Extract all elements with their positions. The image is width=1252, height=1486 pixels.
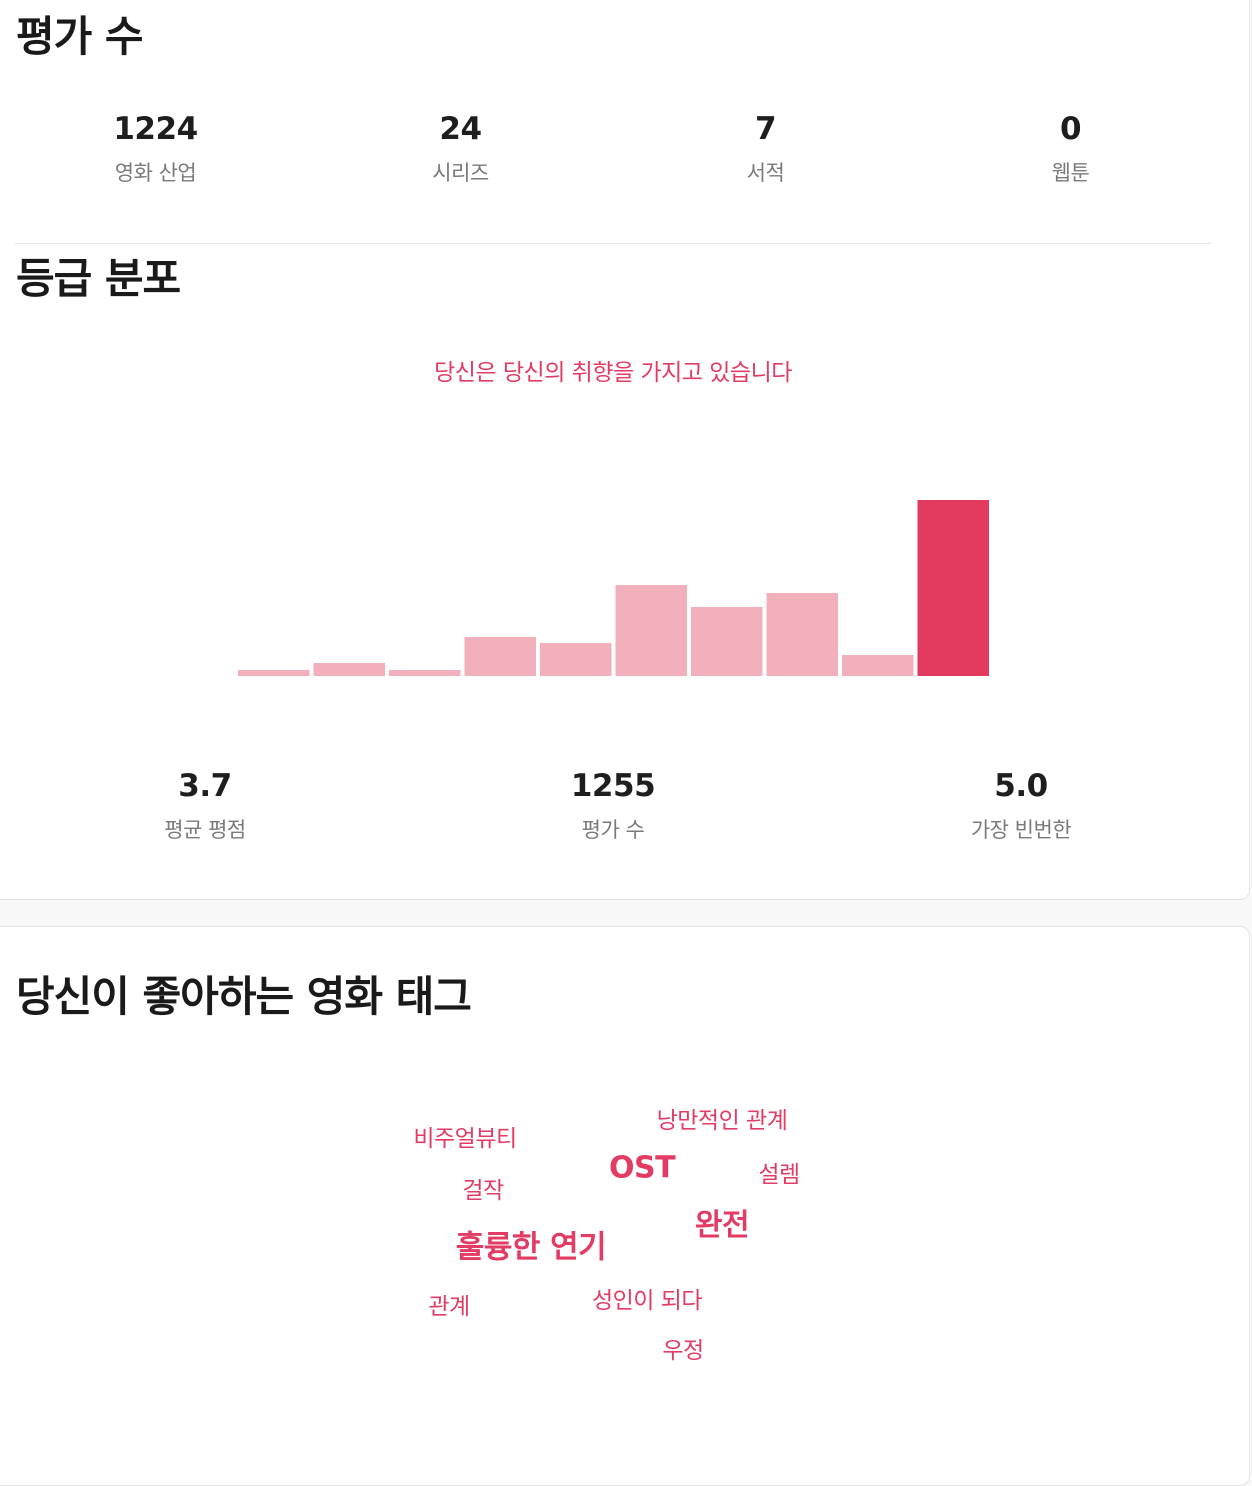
ratings-card-inner: 평가 수 1224 영화 산업 24 시리즈 7 서적 0 웹툰 등급 분포 당… (1, 1, 1251, 901)
stat-books[interactable]: 7 서적 (613, 111, 918, 187)
stat-series[interactable]: 24 시리즈 (308, 111, 613, 187)
rating-histogram (238, 500, 989, 676)
stat-webtoons[interactable]: 0 웹툰 (918, 111, 1223, 187)
histogram-bar-4.0 (766, 593, 838, 676)
summary-value: 5.0 (994, 768, 1048, 804)
rating-distribution-title: 등급 분포 (16, 254, 181, 303)
favorite-tags-inner: 당신이 좋아하는 영화 태그 비주얼뷰티 낭만적인 관계 걸작 OST 설렘 완… (1, 1, 1251, 1453)
summary-label: 가장 빈번한 (970, 818, 1072, 842)
section-divider (15, 243, 1211, 244)
stat-label: 시리즈 (432, 161, 489, 185)
tag-item[interactable]: 설렘 (758, 1162, 800, 1188)
distribution-summary: 3.7 평균 평점 1255 평가 수 5.0 가장 빈번한 (1, 768, 1225, 844)
histogram-bar-2.5 (540, 643, 612, 676)
tag-item[interactable]: 낭만적인 관계 (656, 1108, 788, 1134)
stat-label: 웹툰 (1051, 161, 1090, 185)
tag-item[interactable]: 성인이 되다 (591, 1288, 703, 1314)
histogram-bar-4.5 (842, 655, 914, 676)
summary-rating-count: 1255 평가 수 (409, 768, 817, 844)
favorite-tags-card: 당신이 좋아하는 영화 태그 비주얼뷰티 낭만적인 관계 걸작 OST 설렘 완… (0, 926, 1250, 1486)
ratings-card: 평가 수 1224 영화 산업 24 시리즈 7 서적 0 웹툰 등급 분포 당… (0, 0, 1250, 900)
histogram-bar-2.0 (464, 637, 536, 676)
tag-item[interactable]: 완전 (694, 1208, 750, 1243)
stat-movies[interactable]: 1224 영화 산업 (3, 111, 308, 187)
tag-item[interactable]: OST (608, 1150, 676, 1186)
tag-item[interactable]: 비주얼뷰티 (413, 1126, 517, 1152)
histogram-bar-3.5 (691, 607, 763, 676)
summary-most-frequent: 5.0 가장 빈번한 (817, 768, 1225, 844)
histogram-bar-1.5 (389, 670, 461, 676)
histogram-bar-0.5 (238, 670, 310, 676)
tag-item[interactable]: 훌륭한 연기 (455, 1229, 607, 1266)
stat-label: 서적 (746, 161, 785, 185)
ratings-count-grid: 1224 영화 산업 24 시리즈 7 서적 0 웹툰 (3, 111, 1223, 187)
histogram-bar-1.0 (313, 663, 385, 676)
stat-value: 7 (754, 111, 777, 147)
tag-item[interactable]: 관계 (428, 1294, 470, 1320)
taste-tagline: 당신은 당신의 취향을 가지고 있습니다 (434, 360, 792, 386)
histogram-bar-3.0 (615, 585, 687, 676)
stat-value: 1224 (113, 111, 198, 147)
histogram-bar-5.0 (917, 500, 989, 676)
favorite-tags-title: 당신이 좋아하는 영화 태그 (16, 972, 472, 1021)
tag-item[interactable]: 우정 (662, 1338, 704, 1364)
summary-value: 3.7 (178, 768, 232, 804)
ratings-count-title: 평가 수 (16, 12, 144, 61)
stat-label: 영화 산업 (114, 161, 197, 185)
summary-label: 평가 수 (581, 818, 645, 842)
summary-value: 1255 (570, 768, 656, 804)
stat-value: 0 (1059, 111, 1082, 147)
summary-average-rating: 3.7 평균 평점 (1, 768, 409, 844)
tag-item[interactable]: 걸작 (462, 1178, 504, 1204)
stat-value: 24 (439, 111, 482, 147)
summary-label: 평균 평점 (164, 818, 246, 842)
